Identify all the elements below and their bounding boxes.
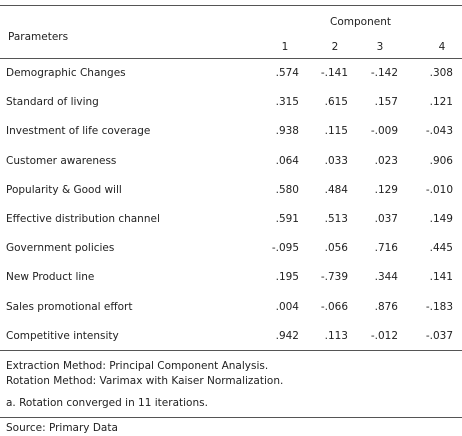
cell-value: .113 [324,329,348,342]
cell-value: .615 [324,96,348,109]
cell-value: -.037 [425,329,453,342]
cell-value: -.043 [425,125,453,138]
cell-value: .064 [275,154,299,167]
cell-value: .484 [324,183,348,196]
row-label: Government policies [6,242,115,255]
row-label: Popularity & Good will [6,183,122,196]
row-label: Competitive intensity [6,329,119,342]
row-label: Sales promotional effort [6,300,133,313]
top-rule [0,5,462,6]
cell-value: .716 [374,242,398,255]
cell-value: .445 [429,242,453,255]
component-header: Component [330,16,391,28]
body-rule [0,350,462,351]
cell-value: -.141 [320,67,348,79]
cell-value: .129 [374,183,398,196]
cell-value: .315 [275,96,299,109]
column-header: 4 [438,41,446,53]
cell-value: -.183 [425,300,453,313]
cell-value: .574 [275,67,299,79]
row-label: New Product line [6,271,95,284]
cell-value: .056 [324,242,348,255]
parameters-header: Parameters [8,31,69,43]
row-label: Standard of living [6,96,99,109]
cell-value: .023 [374,154,398,167]
column-header: 3 [376,41,384,53]
cell-value: .195 [275,271,299,284]
footnote: a. Rotation converged in 11 iterations. [6,397,208,409]
row-label: Effective distribution channel [6,213,160,225]
cell-value: -.012 [370,329,398,342]
footnote: Extraction Method: Principal Component A… [6,360,269,372]
row-label: Demographic Changes [6,67,126,79]
cell-value: .906 [429,154,453,167]
cell-value: -.142 [370,67,398,79]
cell-value: .141 [429,271,453,284]
cell-value: .149 [429,213,453,225]
cell-value: .942 [275,329,299,342]
cell-value: .037 [374,213,398,225]
row-label: Customer awareness [6,154,117,167]
cell-value: -.095 [271,242,299,255]
cell-value: .513 [324,213,348,225]
cell-value: .876 [374,300,398,313]
column-header: 2 [331,41,339,53]
source-note: Source: Primary Data [6,422,118,434]
cell-value: -.009 [370,125,398,138]
row-label: Investment of life coverage [6,125,151,138]
column-header: 1 [281,41,289,53]
cell-value: -.010 [425,183,453,196]
cell-value: .591 [275,213,299,225]
cell-value: .308 [429,67,453,79]
cell-value: .157 [374,96,398,109]
cell-value: -.066 [320,300,348,313]
footnote: Rotation Method: Varimax with Kaiser Nor… [6,375,284,387]
cell-value: .115 [324,125,348,138]
cell-value: .121 [429,96,453,109]
cell-value: .344 [374,271,398,284]
cell-value: -.739 [320,271,348,284]
cell-value: .938 [275,125,299,138]
cell-value: .004 [275,300,299,313]
header-rule [0,58,462,59]
cell-value: .033 [324,154,348,167]
cell-value: .580 [275,183,299,196]
notes-rule [0,417,462,418]
